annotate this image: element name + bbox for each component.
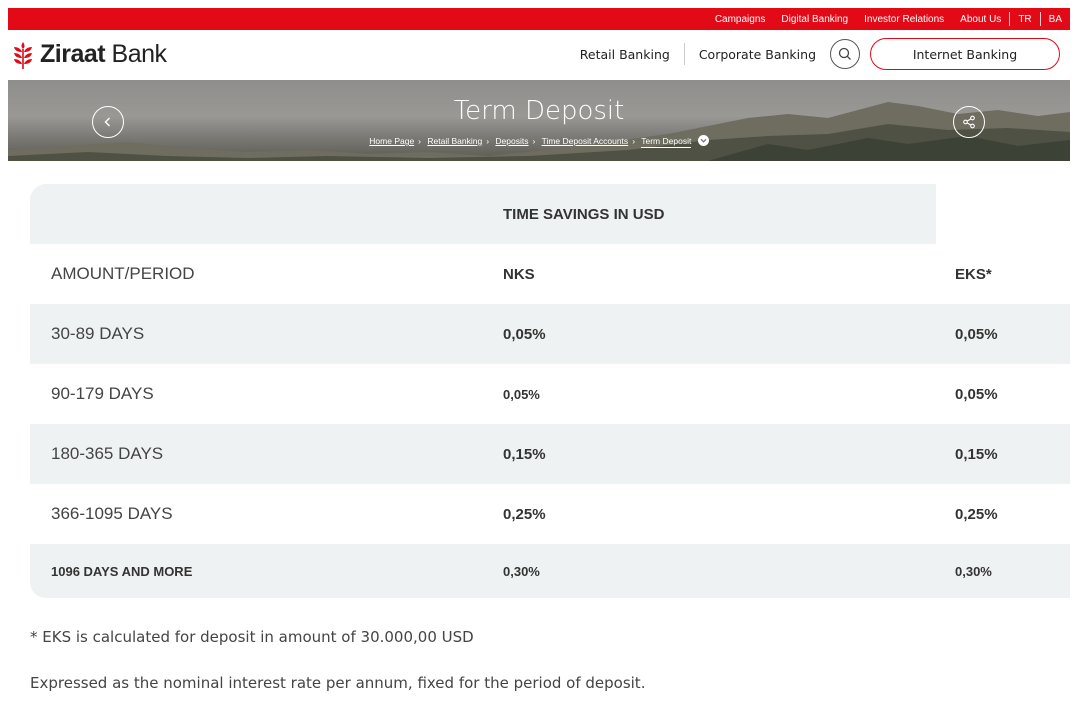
row-period: 180-365 DAYS: [51, 444, 164, 463]
row-nks: 0,05%: [503, 325, 546, 343]
top-links: Campaigns Digital Banking Investor Relat…: [707, 8, 1070, 30]
breadcrumb-home[interactable]: Home Page: [369, 136, 415, 146]
back-button[interactable]: [92, 106, 124, 138]
chevron-right-icon: ›: [632, 136, 636, 146]
header-eks: EKS*: [955, 265, 992, 283]
row-nks: 0,15%: [503, 445, 546, 463]
chevron-down-icon[interactable]: [697, 135, 709, 146]
row-nks: 0,05%: [503, 386, 540, 402]
nav-retail-banking[interactable]: Retail Banking: [579, 46, 670, 62]
rates-table: TIME SAVINGS IN USD AMOUNT/PERIOD NKS EK…: [30, 184, 1070, 598]
row-eks: 0,05%: [955, 325, 998, 343]
row-eks: 0,30%: [955, 563, 992, 579]
logo-text: Ziraat Bank: [40, 40, 167, 68]
wheat-logo-icon: [14, 41, 32, 69]
divider: [683, 43, 685, 65]
row-eks: 0,25%: [955, 505, 998, 523]
logo[interactable]: Ziraat Bank: [12, 40, 167, 69]
row-period: 30-89 DAYS: [51, 324, 145, 343]
table-title: TIME SAVINGS IN USD: [503, 205, 665, 223]
table-row: 366-1095 DAYS 0,25% 0,25%: [30, 484, 1070, 544]
chevron-left-icon: [104, 117, 110, 127]
table-row: 180-365 DAYS 0,15% 0,15%: [30, 424, 1070, 484]
top-bar: Campaigns Digital Banking Investor Relat…: [8, 8, 1070, 30]
breadcrumb-deposits[interactable]: Deposits: [495, 136, 529, 146]
hero-banner: Term Deposit Home Page › Retail Banking › …: [8, 80, 1070, 161]
main-nav: Retail Banking Corporate Banking Interne…: [566, 37, 1060, 71]
table-row: 90-179 DAYS 0,05% 0,05%: [30, 364, 1070, 424]
nav-corporate-banking[interactable]: Corporate Banking: [698, 46, 816, 62]
row-nks: 0,30%: [503, 563, 540, 579]
table-title-background: [30, 184, 936, 244]
row-eks: 0,15%: [955, 445, 998, 463]
divider: [1009, 12, 1011, 26]
row-period: 1096 DAYS AND MORE: [51, 563, 193, 579]
chevron-right-icon: ›: [532, 136, 536, 146]
breadcrumb: Home Page › Retail Banking › Deposits › Tim…: [8, 135, 1070, 148]
divider: [1039, 12, 1041, 26]
row-nks: 0,25%: [503, 505, 546, 523]
top-link-investor-relations[interactable]: Investor Relations: [864, 13, 945, 25]
lang-ba[interactable]: BA: [1048, 13, 1062, 25]
header-amount-period: AMOUNT/PERIOD: [51, 264, 195, 283]
chevron-right-icon: ›: [486, 136, 490, 146]
page-title: Term Deposit: [453, 96, 625, 126]
table-row: 30-89 DAYS 0,05% 0,05%: [30, 304, 1070, 364]
share-button[interactable]: [953, 106, 985, 138]
mountain-background: [8, 102, 1070, 161]
header-nks: NKS: [503, 265, 535, 283]
row-eks: 0,05%: [955, 385, 998, 403]
breadcrumb-retail-banking[interactable]: Retail Banking: [427, 136, 483, 146]
internet-banking-button[interactable]: Internet Banking: [870, 38, 1060, 70]
top-link-digital-banking[interactable]: Digital Banking: [781, 13, 849, 25]
header: Ziraat Bank Retail Banking Corporate Ban…: [8, 30, 1070, 80]
row-period: 366-1095 DAYS: [51, 504, 173, 523]
search-icon: [838, 47, 851, 60]
share-icon: [963, 115, 975, 129]
breadcrumb-current: Term Deposit: [641, 136, 692, 148]
table-title-row: TIME SAVINGS IN USD: [30, 184, 1070, 244]
footnote-nominal-rate: Expressed as the nominal interest rate p…: [30, 674, 646, 692]
footnote-eks: * EKS is calculated for deposit in amoun…: [30, 628, 474, 646]
lang-tr[interactable]: TR: [1018, 13, 1032, 25]
chevron-right-icon: ›: [418, 136, 422, 146]
table-row: 1096 DAYS AND MORE 0,30% 0,30%: [30, 544, 1070, 598]
top-link-campaigns[interactable]: Campaigns: [714, 13, 766, 25]
top-link-about-us[interactable]: About Us: [960, 13, 1002, 25]
row-period: 90-179 DAYS: [51, 384, 154, 403]
breadcrumb-time-deposit-accounts[interactable]: Time Deposit Accounts: [541, 136, 629, 146]
table-header-row: AMOUNT/PERIOD NKS EKS*: [30, 244, 1070, 304]
search-button[interactable]: [830, 39, 860, 69]
